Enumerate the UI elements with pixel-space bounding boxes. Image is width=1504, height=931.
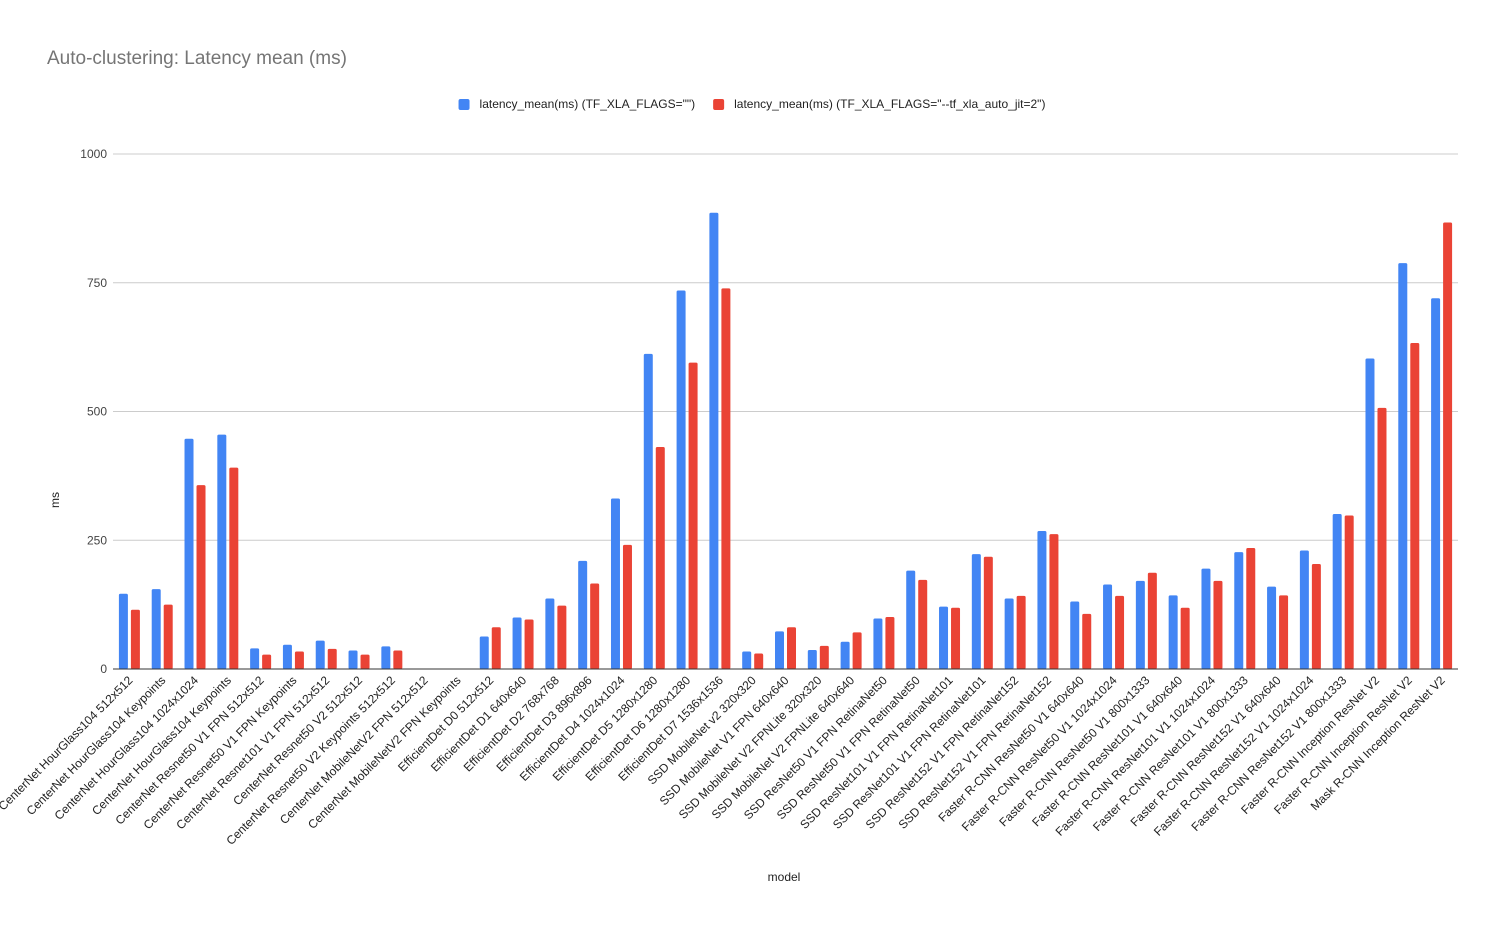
bar-series-2: [754, 653, 764, 669]
bar-series-2: [1147, 572, 1157, 669]
bar-series-1: [873, 618, 883, 669]
bar-series-1: [348, 650, 358, 669]
y-axis-ticks: 0 250 500 750 1000: [80, 147, 107, 676]
bar-series-2: [918, 579, 928, 669]
bar-series-2: [655, 447, 665, 669]
gridlines: [113, 153, 1458, 541]
bar-series-1: [1234, 552, 1244, 669]
bar-series-1: [250, 648, 260, 669]
bar-series-2: [1377, 407, 1387, 669]
bar-series-2: [721, 288, 731, 669]
bar-series-1: [315, 640, 325, 669]
bar-series-1: [545, 598, 555, 669]
bar-series-1: [676, 290, 686, 669]
bar-series-1: [479, 636, 489, 669]
bar-series-1: [184, 438, 194, 669]
bar-series-2: [885, 616, 895, 669]
bar-series-2: [1016, 595, 1026, 669]
x-axis-ticks: CenterNet HourGlass104 512x512CenterNet …: [0, 673, 1448, 848]
bars: [118, 212, 1453, 669]
bar-series-1: [282, 644, 292, 669]
chart-title: Auto-clustering: Latency mean (ms): [47, 48, 347, 69]
legend-swatch: [458, 99, 470, 110]
y-tick-label: 250: [87, 533, 107, 547]
bar-series-2: [1246, 547, 1256, 669]
bar-series-1: [381, 646, 391, 669]
bar-series-1: [1135, 580, 1145, 669]
y-tick-label: 1000: [80, 147, 107, 161]
legend-label: latency_mean(ms) (TF_XLA_FLAGS=""): [480, 97, 696, 111]
bar-series-2: [1443, 222, 1453, 669]
bar-series-2: [130, 609, 140, 669]
legend-item-2: latency_mean(ms) (TF_XLA_FLAGS="--tf_xla…: [713, 97, 1045, 111]
bar-series-2: [1311, 563, 1321, 669]
bar-series-2: [294, 651, 304, 669]
bar-series-1: [1004, 598, 1014, 669]
bar-series-1: [906, 570, 916, 669]
bar-series-1: [1431, 298, 1441, 669]
bar-series-2: [852, 632, 862, 669]
bar-series-1: [709, 212, 719, 669]
bar-series-1: [151, 589, 161, 669]
bar-series-1: [1037, 530, 1047, 669]
bar-series-1: [939, 606, 949, 669]
bar-series-1: [643, 353, 653, 669]
bar-series-1: [1398, 263, 1408, 669]
bar-series-2: [622, 544, 632, 669]
bar-series-2: [787, 627, 796, 669]
bar-series-2: [229, 467, 239, 669]
bar-series-1: [1267, 586, 1277, 669]
x-axis-label: model: [768, 870, 801, 884]
bar-series-1: [1103, 584, 1113, 669]
bar-series-2: [1410, 343, 1420, 669]
bar-series-2: [1344, 515, 1354, 669]
bar-series-1: [1365, 358, 1375, 669]
bar-series-1: [610, 498, 620, 669]
bar-series-2: [819, 645, 829, 669]
bar-series-1: [1299, 550, 1309, 669]
bar-series-1: [1332, 513, 1342, 669]
bar-series-1: [1070, 601, 1080, 669]
y-tick-label: 500: [87, 405, 107, 419]
bar-series-1: [1168, 595, 1178, 669]
bar-series-1: [742, 651, 752, 669]
bar-series-2: [983, 556, 993, 669]
bar-series-2: [1049, 534, 1059, 669]
bar-series-1: [217, 434, 227, 669]
bar-series-1: [840, 641, 850, 669]
bar-series-2: [1279, 595, 1289, 669]
y-tick-label: 750: [87, 276, 107, 290]
bar-series-2: [360, 654, 370, 669]
bar-series-2: [491, 627, 501, 669]
bar-series-2: [688, 362, 698, 669]
y-axis-label: ms: [48, 492, 62, 508]
bar-series-2: [1115, 595, 1125, 669]
legend-swatch: [713, 99, 725, 110]
bar-series-2: [557, 605, 567, 669]
legend-label: latency_mean(ms) (TF_XLA_FLAGS="--tf_xla…: [734, 97, 1045, 111]
bar-series-2: [1082, 613, 1092, 669]
bar-series-2: [951, 607, 961, 669]
bar-series-2: [1180, 607, 1190, 669]
bar-series-2: [327, 648, 337, 669]
bar-series-1: [512, 617, 522, 669]
bar-series-1: [775, 631, 784, 669]
bar-series-1: [118, 593, 128, 669]
y-tick-label: 0: [100, 662, 107, 676]
bar-series-2: [524, 619, 534, 669]
legend: latency_mean(ms) (TF_XLA_FLAGS="") latenc…: [458, 97, 1045, 111]
bar-series-2: [196, 485, 206, 669]
bar-series-2: [590, 583, 600, 669]
bar-series-1: [578, 560, 588, 669]
bar-series-1: [1201, 568, 1211, 669]
legend-item-1: latency_mean(ms) (TF_XLA_FLAGS=""): [458, 97, 696, 111]
bar-series-1: [971, 554, 981, 669]
bar-series-2: [163, 604, 173, 669]
bar-series-2: [393, 650, 403, 669]
bar-series-2: [1213, 580, 1223, 669]
bar-series-2: [262, 654, 272, 669]
bar-series-1: [807, 649, 817, 669]
